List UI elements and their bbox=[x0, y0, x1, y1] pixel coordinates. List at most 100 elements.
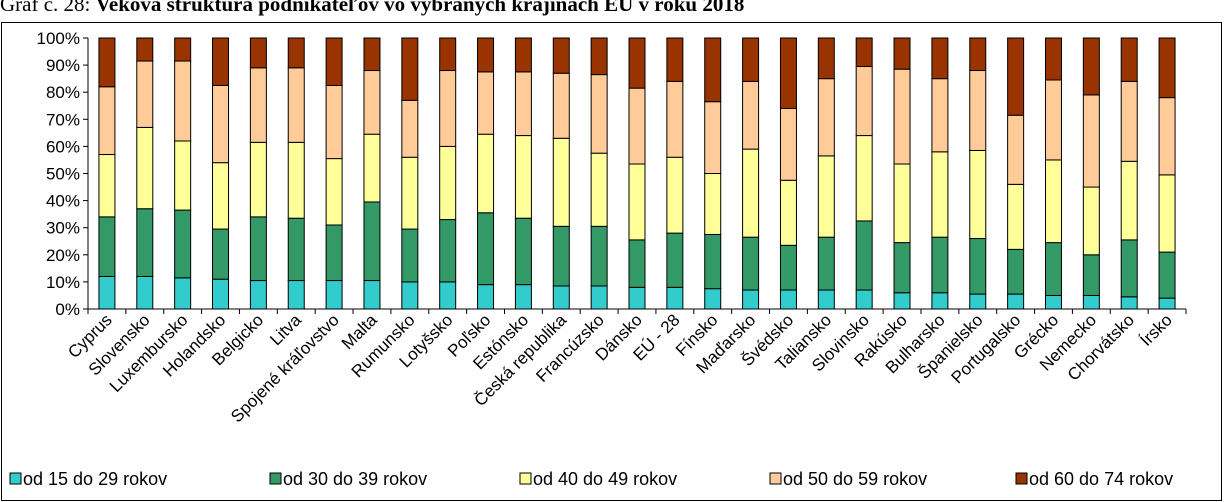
bar-segment bbox=[325, 84, 343, 160]
legend-swatch bbox=[519, 472, 532, 485]
legend-swatch bbox=[769, 472, 782, 485]
bar-segment bbox=[552, 285, 570, 310]
bar-stack bbox=[514, 37, 532, 310]
bar-segment bbox=[439, 70, 457, 147]
legend-label: od 50 do 59 rokov bbox=[783, 469, 927, 489]
y-tick-label: 10% bbox=[46, 273, 80, 292]
bar-segment bbox=[98, 86, 116, 156]
bar-segment bbox=[969, 70, 987, 151]
bar-segment bbox=[1007, 183, 1025, 250]
bar-segment bbox=[704, 288, 722, 310]
bar-stack bbox=[136, 37, 154, 310]
legend-label: od 40 do 49 rokov bbox=[533, 469, 677, 489]
bar-segment bbox=[855, 65, 873, 137]
bar-segment bbox=[742, 37, 760, 82]
bar-segment bbox=[704, 233, 722, 290]
bar-segment bbox=[325, 37, 343, 86]
bar-segment bbox=[287, 280, 305, 310]
legend-item: od 40 do 49 rokov bbox=[519, 469, 677, 489]
bar-segment bbox=[893, 292, 911, 310]
bar-segment bbox=[1007, 248, 1025, 295]
bar-segment bbox=[401, 156, 419, 230]
bar-stack bbox=[1082, 37, 1100, 310]
bar-segment bbox=[893, 37, 911, 70]
bar-segment bbox=[477, 37, 495, 73]
bar-segment bbox=[590, 37, 608, 76]
bar-segment bbox=[287, 141, 305, 219]
bar-segment bbox=[742, 289, 760, 310]
caption-lead: Graf č. 28: bbox=[0, 0, 91, 16]
bar-segment bbox=[590, 285, 608, 310]
bar-segment bbox=[742, 148, 760, 238]
legend-swatch bbox=[1015, 472, 1028, 485]
bar-segment bbox=[212, 228, 230, 280]
bar-segment bbox=[704, 101, 722, 174]
bar-segment bbox=[477, 284, 495, 310]
bar-segment bbox=[1120, 37, 1138, 82]
bar-segment bbox=[325, 280, 343, 310]
bar-segment bbox=[931, 236, 949, 294]
x-axis: CyprusSlovenskoLuxemburskoHolandskoBelgi… bbox=[64, 308, 1187, 426]
bar-segment bbox=[666, 37, 684, 82]
bar-stack bbox=[779, 37, 797, 310]
bar-segment bbox=[174, 277, 192, 310]
bar-segment bbox=[1007, 293, 1025, 310]
bar-segment bbox=[969, 149, 987, 240]
bar-stack bbox=[855, 37, 873, 310]
y-tick-label: 30% bbox=[46, 219, 80, 238]
legend-item: od 60 do 74 rokov bbox=[1015, 469, 1173, 489]
bar-segment bbox=[249, 67, 267, 143]
bar-segment bbox=[969, 238, 987, 295]
bar-segment bbox=[401, 281, 419, 310]
bar-segment bbox=[590, 152, 608, 227]
bar-segment bbox=[287, 37, 305, 69]
bar-segment bbox=[1082, 94, 1100, 188]
bar-segment bbox=[287, 217, 305, 282]
legend-label: od 30 do 39 rokov bbox=[283, 469, 427, 489]
bar-segment bbox=[212, 37, 230, 86]
chart-title: Veková štruktúra podnikateľov vo vybraný… bbox=[95, 0, 745, 16]
bar-segment bbox=[439, 145, 457, 221]
bar-segment bbox=[1044, 242, 1062, 296]
y-axis: 0% 10% 20% 30% 40% 50% 60% 70% 80% 90% 100% bbox=[37, 29, 89, 319]
bar-area bbox=[98, 37, 1176, 310]
bar-segment bbox=[1158, 174, 1176, 253]
bar-segment bbox=[363, 280, 381, 310]
bar-segment bbox=[590, 74, 608, 154]
bar-segment bbox=[1082, 186, 1100, 256]
bar-segment bbox=[742, 236, 760, 291]
bar-segment bbox=[477, 212, 495, 286]
bar-segment bbox=[287, 67, 305, 143]
chart-caption: Graf č. 28: Veková štruktúra podnikateľo… bbox=[0, 0, 1224, 16]
bar-stack bbox=[552, 37, 570, 310]
bar-segment bbox=[136, 60, 154, 128]
bar-segment bbox=[817, 37, 835, 80]
bar-segment bbox=[704, 37, 722, 103]
bar-segment bbox=[628, 239, 646, 288]
bar-segment bbox=[98, 216, 116, 277]
bar-segment bbox=[136, 275, 154, 310]
bar-segment bbox=[666, 80, 684, 158]
y-tick-label: 60% bbox=[46, 137, 80, 156]
bar-segment bbox=[1120, 160, 1138, 241]
bar-segment bbox=[439, 281, 457, 310]
bar-segment bbox=[1158, 251, 1176, 299]
legend-label: od 15 do 29 rokov bbox=[23, 469, 167, 489]
bar-segment bbox=[363, 70, 381, 135]
bar-segment bbox=[817, 236, 835, 291]
y-tick-label: 90% bbox=[46, 56, 80, 75]
bar-stack bbox=[98, 37, 116, 310]
bar-segment bbox=[893, 242, 911, 294]
bar-stack bbox=[325, 37, 343, 310]
bar-segment bbox=[249, 280, 267, 310]
bar-segment bbox=[552, 225, 570, 287]
bar-segment bbox=[174, 209, 192, 279]
bar-stack bbox=[401, 37, 419, 310]
legend: od 15 do 29 rokov od 30 do 39 rokov od 40 … bbox=[9, 469, 1173, 489]
y-tick-label: 80% bbox=[46, 83, 80, 102]
bar-segment bbox=[439, 219, 457, 283]
bar-segment bbox=[136, 37, 154, 62]
bar-stack bbox=[590, 37, 608, 310]
x-tick-label: Írsko bbox=[1136, 310, 1175, 349]
bar-segment bbox=[779, 37, 797, 109]
